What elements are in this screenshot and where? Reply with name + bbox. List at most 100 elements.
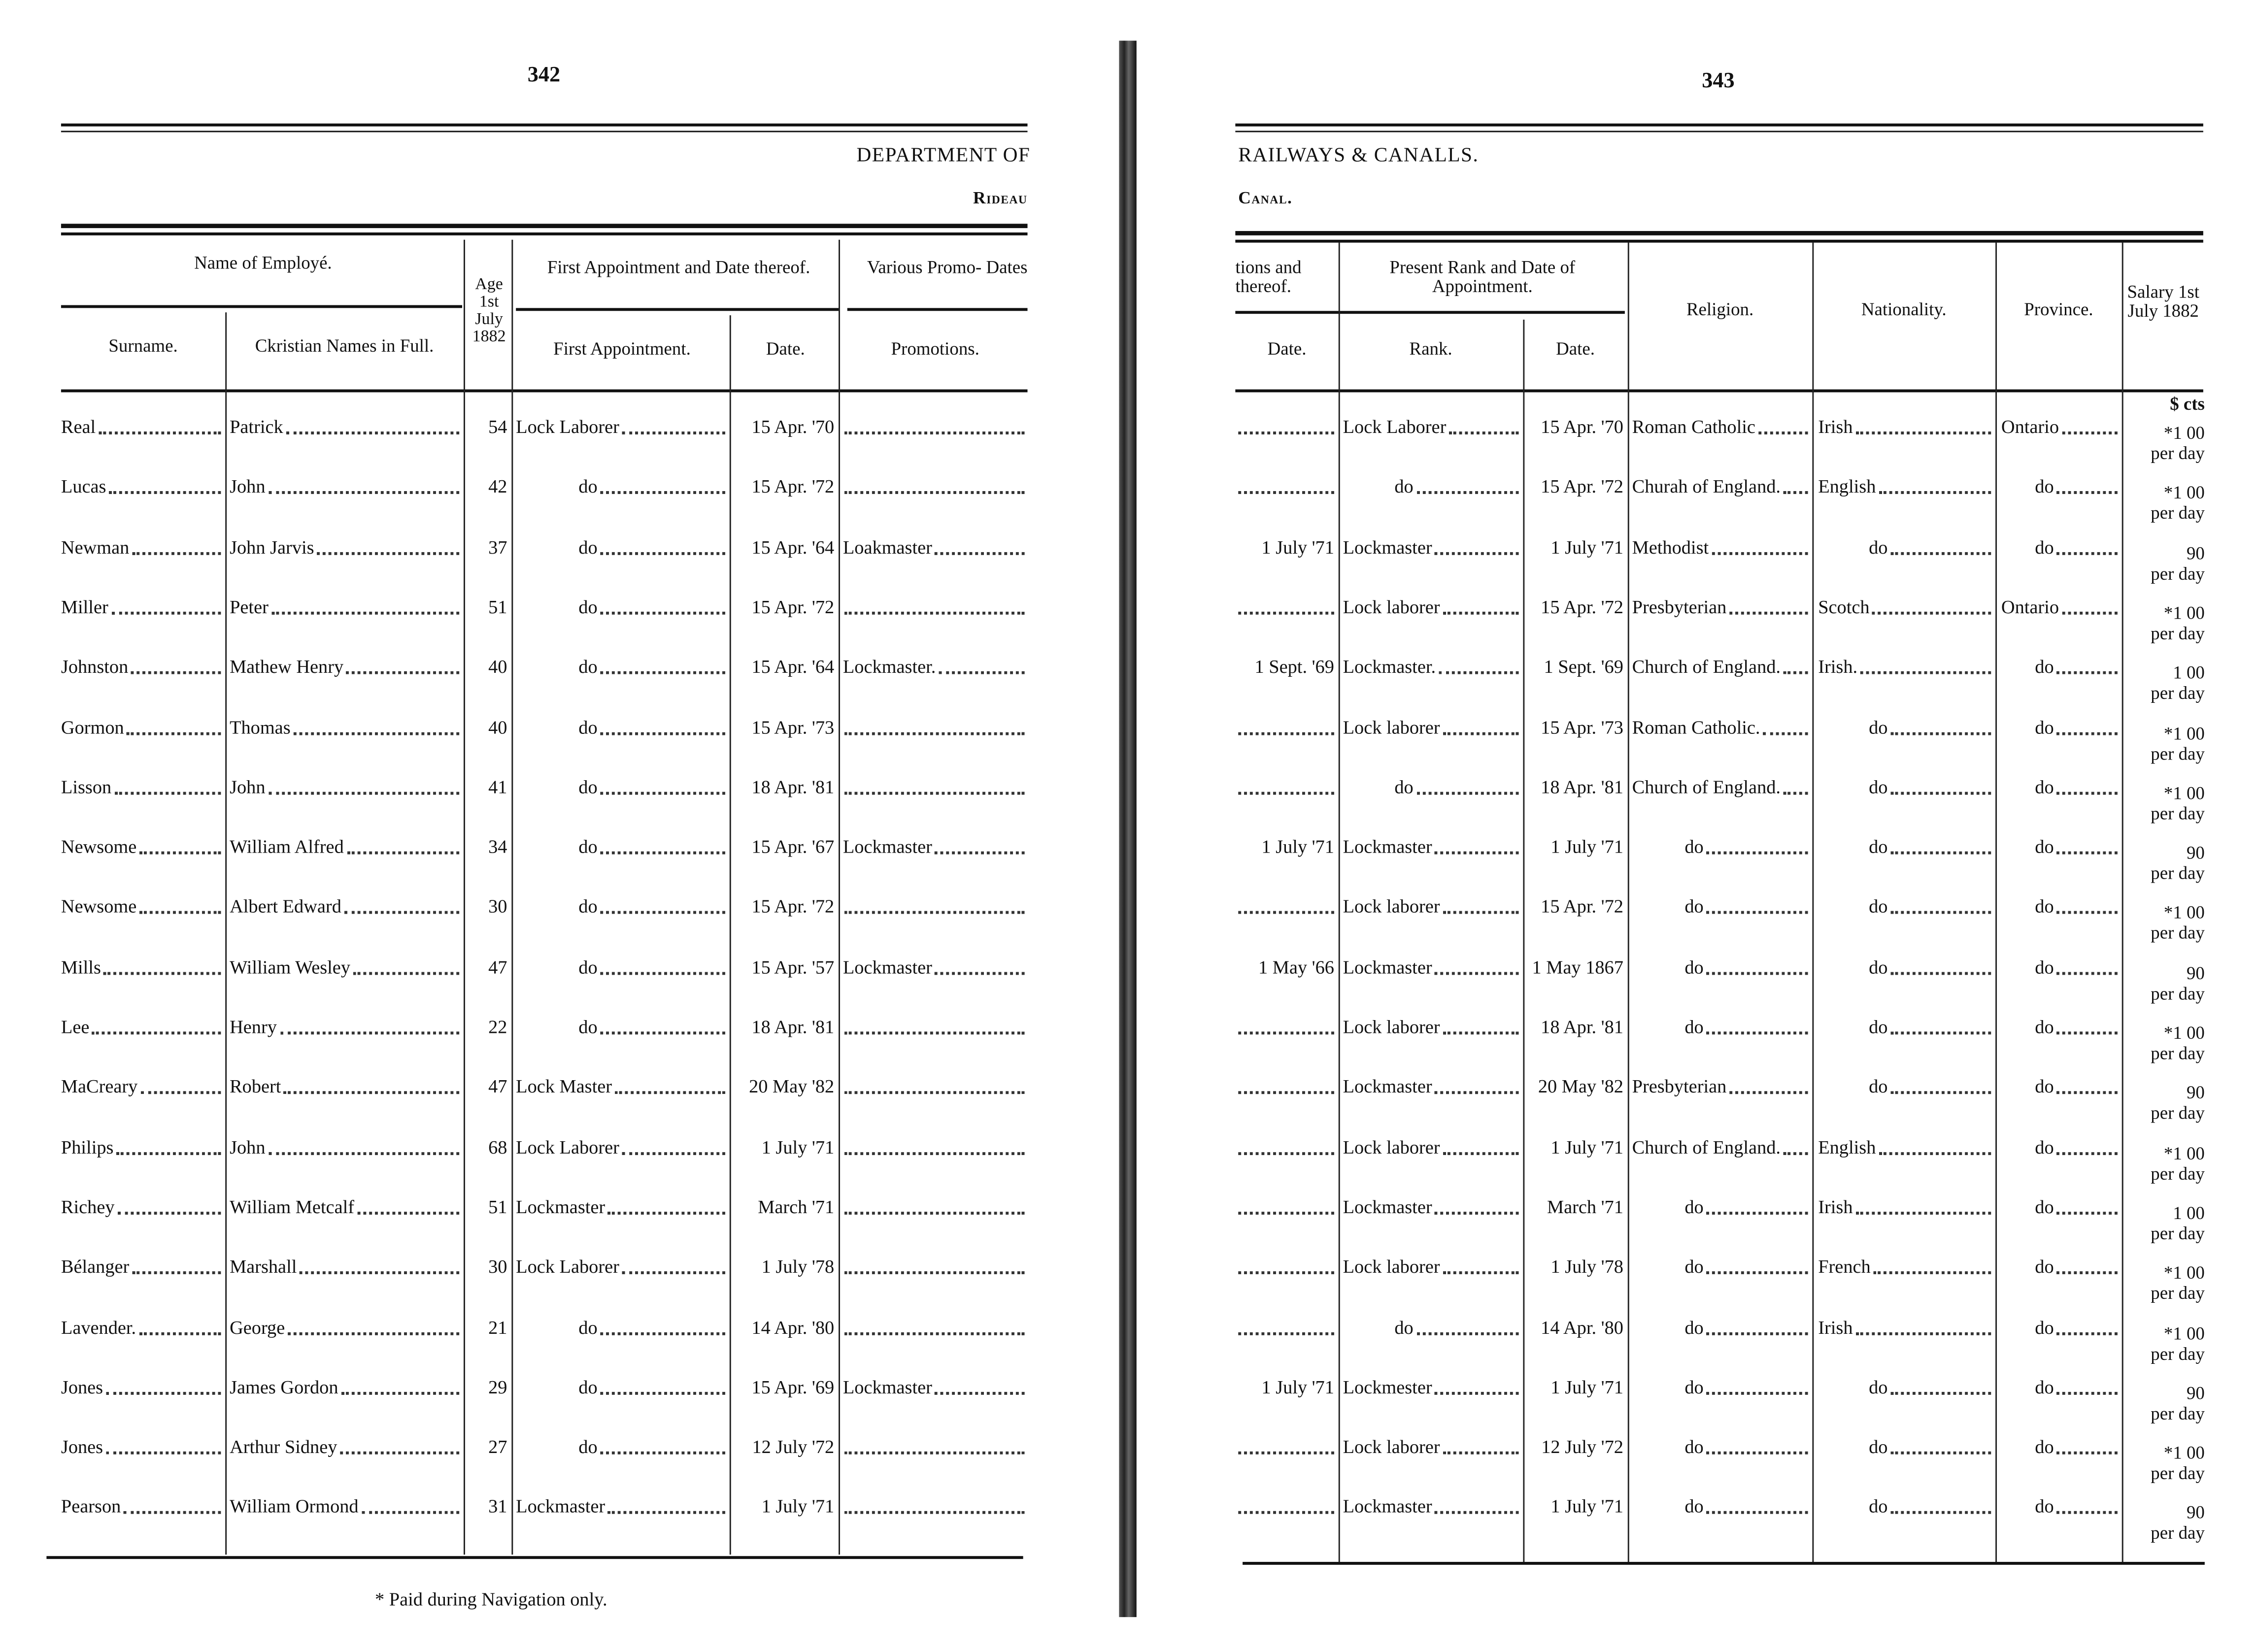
salary-amount: 90 xyxy=(2186,543,2205,563)
salary-period: per day xyxy=(2151,1283,2205,1304)
christian-text: Arthur Sidney xyxy=(230,1435,337,1457)
cell-religion: Presbyterian xyxy=(1631,1076,1811,1099)
religion-text: Church of England. xyxy=(1632,655,1781,678)
cell-rank-date: 1 July '78 xyxy=(1524,1256,1626,1279)
cell-age: 22 xyxy=(465,1016,510,1039)
cell-salary: *1 00 per day xyxy=(2125,723,2205,764)
dot-leader xyxy=(1238,1211,1334,1215)
cell-province: do xyxy=(1998,716,2121,739)
salary-period: per day xyxy=(2151,683,2205,704)
cell-nationality: do xyxy=(1815,1016,1994,1039)
cell-nationality: English xyxy=(1815,475,1994,498)
dot-leader xyxy=(1855,1211,1991,1215)
cell-rank-date: 15 Apr. '73 xyxy=(1524,716,1626,739)
rank-date-text: 1 July '71 xyxy=(1550,535,1623,558)
rank-date-text: 15 Apr. '72 xyxy=(1541,895,1623,918)
age-text: 21 xyxy=(488,1316,507,1338)
cell-age: 54 xyxy=(465,416,510,439)
christian-text: Thomas xyxy=(230,715,291,738)
dot-leader xyxy=(1855,1331,1991,1335)
cell-salary: 90 per day xyxy=(2125,963,2205,1004)
christian-text: Robert xyxy=(230,1075,281,1097)
age-text: 41 xyxy=(488,775,507,797)
column-divider xyxy=(1627,242,1629,1562)
dot-leader xyxy=(346,671,460,675)
dot-leader xyxy=(1706,1031,1808,1035)
rule xyxy=(516,308,839,311)
first-date-text: 1 July '78 xyxy=(761,1256,835,1278)
province-text: do xyxy=(2035,535,2054,558)
dot-leader xyxy=(600,1452,725,1455)
surname-text: Real xyxy=(61,415,96,437)
salary-amount: 90 xyxy=(2186,1503,2205,1523)
header-christian-names: Ckristian Names in Full. xyxy=(255,335,434,356)
province-text: Ontario xyxy=(2001,595,2059,618)
rank-date-text: 1 July '71 xyxy=(1550,1135,1623,1157)
dot-leader xyxy=(114,792,221,794)
cell-surname: Lucas xyxy=(61,475,224,498)
dot-leader xyxy=(2056,1211,2118,1215)
header-first-appointment: First Appointment. xyxy=(553,338,691,359)
cell-rank-date: 14 Apr. '80 xyxy=(1524,1316,1626,1339)
dot-leader xyxy=(600,911,725,915)
promotion-text: Lockmaster xyxy=(842,835,932,858)
cell-age: 68 xyxy=(465,1136,510,1159)
cell-promotion xyxy=(842,595,1028,619)
salary-amount: *1 00 xyxy=(2163,1443,2205,1463)
rule xyxy=(61,232,1028,235)
dot-leader xyxy=(844,1271,1025,1275)
first-date-text: 12 July '72 xyxy=(752,1435,835,1457)
header-rank-date: Date. xyxy=(1556,338,1595,359)
first-text: Lock Master xyxy=(516,1075,612,1097)
cell-rank: Lock laborer xyxy=(1340,895,1522,919)
dot-leader xyxy=(1238,1031,1334,1035)
dot-leader xyxy=(1238,491,1334,495)
cell-rank-date: 1 July '71 xyxy=(1524,835,1626,859)
salary-period: per day xyxy=(2151,923,2205,944)
rank-text: do xyxy=(1394,1316,1414,1338)
cell-rank-date: 12 July '72 xyxy=(1524,1436,1626,1459)
dot-leader xyxy=(1416,491,1519,495)
dot-leader xyxy=(1435,1091,1519,1095)
header-date: Date. xyxy=(766,338,805,359)
surname-text: Jones xyxy=(61,1435,103,1457)
first-date-text: 18 Apr. '81 xyxy=(751,775,835,797)
cell-first-date: 18 Apr. '81 xyxy=(731,1016,837,1039)
rule xyxy=(1235,131,2203,132)
cell-christian: James Gordon xyxy=(227,1376,462,1399)
nationality-text: do xyxy=(1869,1495,1888,1518)
cell-rank-date: March '71 xyxy=(1524,1195,1626,1219)
dot-leader xyxy=(844,491,1025,495)
dot-leader xyxy=(1238,611,1334,615)
cell-province: do xyxy=(1998,1316,2121,1339)
cell-rank: Lockmaster xyxy=(1340,835,1522,859)
dot-leader xyxy=(608,1211,725,1215)
cell-first: do xyxy=(514,716,728,739)
age-text: 27 xyxy=(488,1435,507,1457)
surname-text: Newman xyxy=(61,535,130,558)
cell-province: do xyxy=(1998,1376,2121,1399)
rank-text: Lockmaster xyxy=(1343,835,1432,858)
dot-leader xyxy=(1238,911,1334,915)
dot-leader xyxy=(139,851,221,855)
dot-leader xyxy=(2056,491,2118,495)
cell-nationality: Irish xyxy=(1815,1195,1994,1219)
dot-leader xyxy=(99,431,221,434)
first-text: Lockmaster xyxy=(516,1495,606,1518)
cell-promo-date xyxy=(1235,1256,1337,1279)
first-text: do xyxy=(578,535,598,558)
cell-rank: Lockmaster xyxy=(1340,956,1522,979)
surname-text: Lisson xyxy=(61,775,112,797)
cell-promotion xyxy=(842,1016,1028,1039)
cell-first-date: 15 Apr. '70 xyxy=(731,416,837,439)
salary-amount: *1 00 xyxy=(2163,423,2205,443)
dot-leader xyxy=(340,1452,460,1455)
promo-date-text: 1 July '71 xyxy=(1261,835,1334,858)
cell-nationality: do xyxy=(1815,535,1994,559)
promo-date-text: 1 Sept. '69 xyxy=(1254,655,1334,678)
province-text: Ontario xyxy=(2001,415,2059,437)
dot-leader xyxy=(1435,851,1519,855)
cell-province: do xyxy=(1998,475,2121,498)
dot-leader xyxy=(600,1031,725,1035)
